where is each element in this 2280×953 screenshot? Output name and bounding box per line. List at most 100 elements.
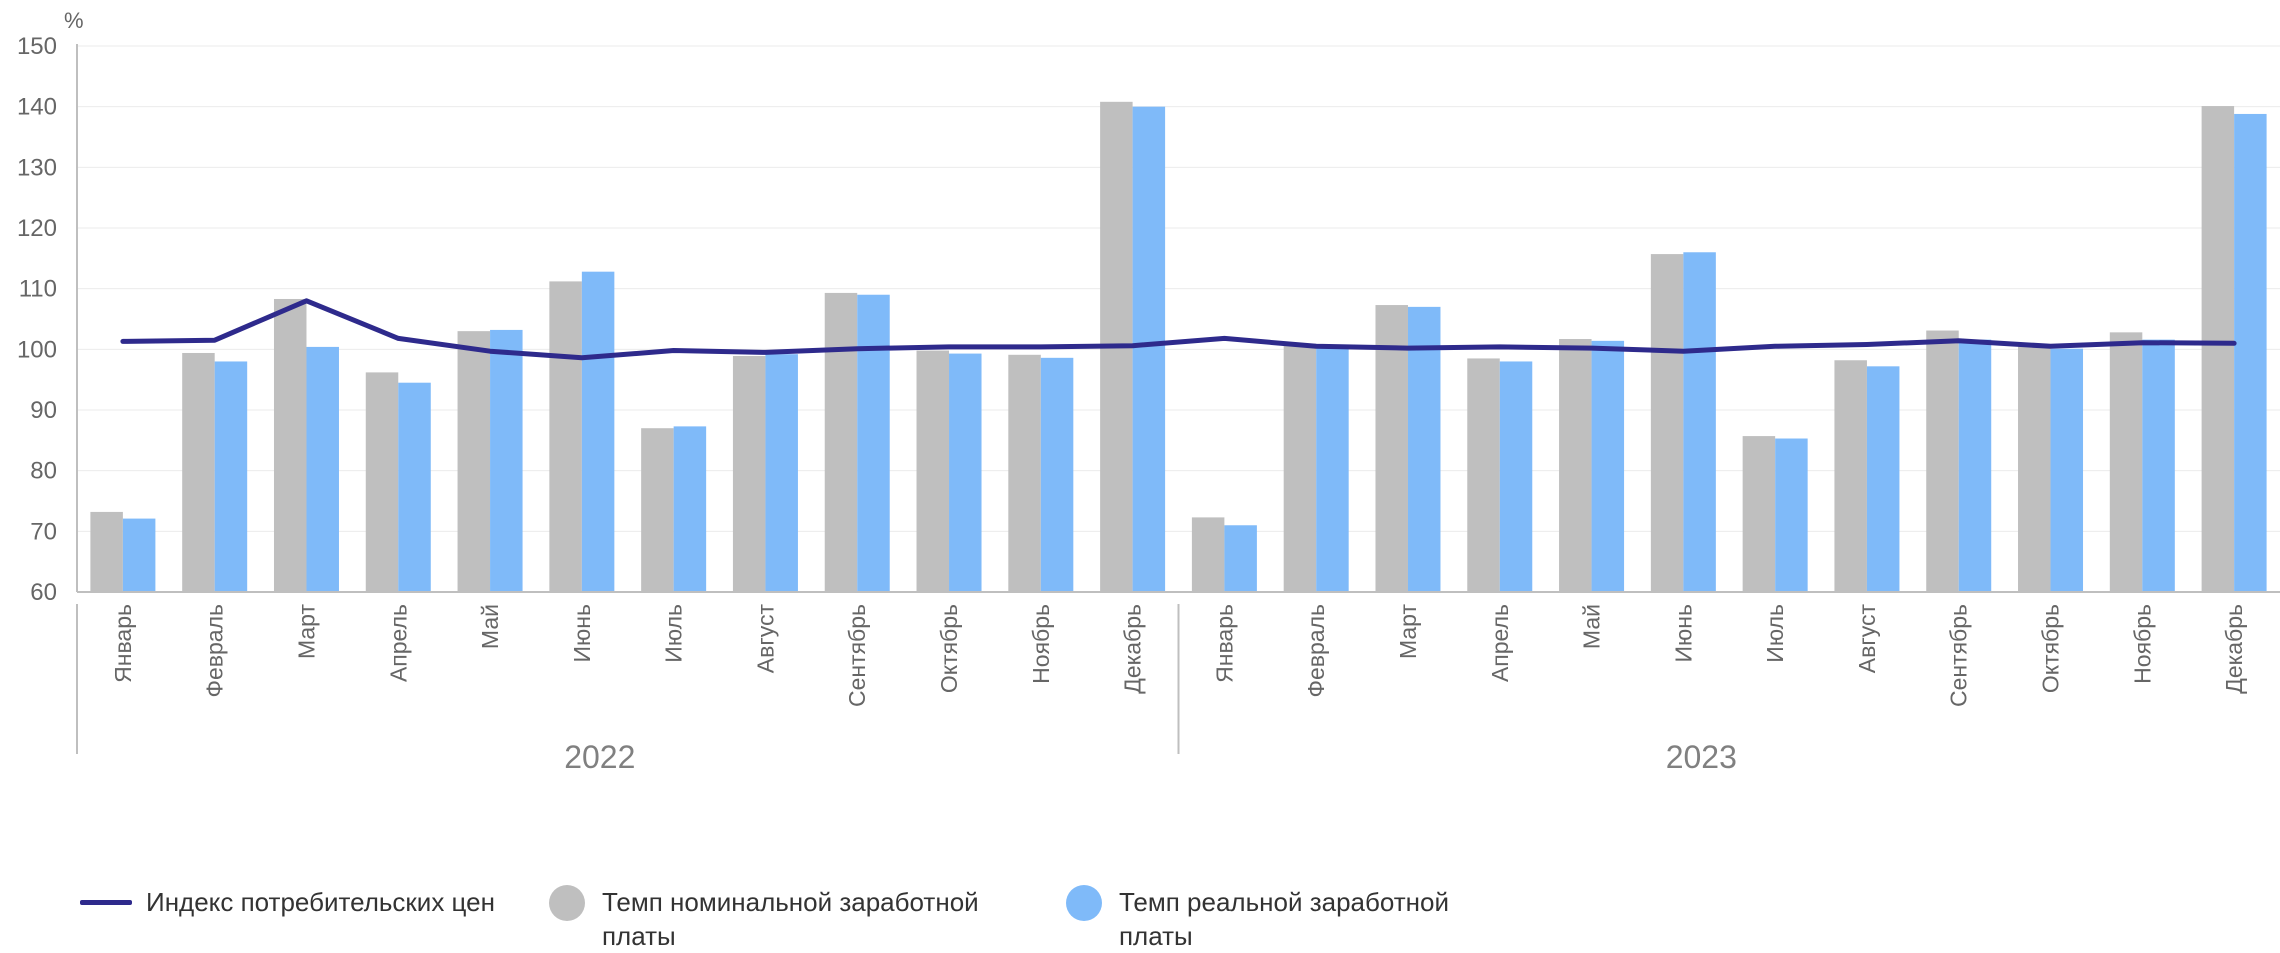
bar-nominal	[457, 331, 491, 592]
bar-real	[1040, 357, 1074, 592]
x-tick-label: Сентябрь	[1946, 604, 1972, 707]
bar-nominal	[916, 350, 950, 592]
y-tick-label: 120	[17, 215, 57, 242]
y-tick-label: 70	[30, 518, 57, 545]
bar-real	[306, 346, 339, 592]
x-tick-label: Апрель	[385, 604, 411, 682]
x-tick-label: Февраль	[1303, 604, 1329, 697]
bar-real	[581, 271, 615, 592]
x-tick-label: Март	[1395, 604, 1421, 659]
group-label: 2022	[564, 739, 635, 775]
x-tick-label: Август	[752, 604, 778, 674]
x-tick-label: Январь	[1211, 604, 1237, 683]
bar-nominal	[1375, 305, 1408, 592]
legend-line-swatch	[80, 900, 132, 905]
bar-real	[1407, 306, 1441, 592]
bar-real	[1866, 366, 1900, 592]
bar-real	[1775, 438, 1808, 592]
legend: Индекс потребительских цен Темп номиналь…	[80, 885, 1581, 953]
bar-real	[398, 382, 431, 592]
grid-layer	[77, 45, 2280, 532]
bar-nominal	[732, 356, 766, 592]
y-tick-label: 80	[30, 458, 57, 485]
x-tick-label: Сентябрь	[844, 604, 870, 707]
group-label: 2023	[1666, 739, 1737, 775]
legend-label-nominal-wage: Темп номинальной заработной платы	[601, 887, 979, 951]
bar-nominal	[182, 352, 215, 592]
bar-nominal	[273, 298, 307, 592]
bar-nominal	[2018, 346, 2051, 592]
bar-real	[1683, 252, 1716, 592]
bar-real	[1591, 340, 1625, 592]
bar-real	[122, 518, 156, 592]
x-tick-label: Октябрь	[936, 604, 962, 693]
bar-real	[214, 361, 248, 592]
bar-nominal	[365, 372, 399, 592]
bar-nominal	[1650, 254, 1684, 592]
y-unit-label: %	[64, 8, 84, 33]
bar-nominal	[2201, 106, 2235, 592]
bar-real	[765, 354, 798, 592]
y-tick-label: 60	[30, 579, 57, 606]
bar-nominal	[90, 511, 123, 592]
y-tick-label: 140	[17, 94, 57, 121]
bar-real	[490, 329, 523, 592]
axis-layer: 60 70 80 90 100 110 120 130 140 150 Январь Февраль М…	[17, 33, 2280, 775]
y-tick-label: 100	[17, 336, 57, 363]
legend-dot-swatch	[1065, 885, 1102, 921]
x-tick-label: Апрель	[1487, 604, 1513, 682]
x-tick-label: Июль	[1762, 604, 1788, 663]
bar-real	[1316, 346, 1349, 592]
bar-real	[857, 294, 890, 592]
bar-layer	[90, 101, 2267, 593]
bar-real	[1132, 106, 1166, 593]
y-tick-label: 150	[17, 33, 57, 60]
x-tick-label: Май	[477, 604, 503, 649]
bar-nominal	[1008, 354, 1041, 592]
cpi-line	[120, 298, 2237, 361]
legend-item-nominal-wage[interactable]: Темп номинальной заработной платы	[547, 885, 1012, 953]
bar-nominal	[549, 281, 582, 592]
bar-real	[2234, 113, 2267, 593]
bar-real	[1224, 525, 1257, 592]
bar-nominal	[1742, 436, 1776, 592]
x-tick-label: Декабрь	[2221, 604, 2247, 694]
x-tick-label: Июль	[661, 604, 687, 663]
bar-nominal	[824, 292, 858, 592]
x-tick-label: Июнь	[1670, 604, 1696, 662]
bar-nominal	[1467, 358, 1500, 592]
legend-dot-swatch	[548, 885, 585, 921]
y-tick-label: 130	[17, 154, 57, 181]
legend-item-real-wage[interactable]: Темп реальной заработной платы	[1064, 885, 1529, 953]
legend-label-cpi: Индекс потребительских цен	[146, 887, 495, 917]
bar-nominal	[2109, 332, 2143, 592]
x-tick-label: Декабрь	[1120, 604, 1146, 694]
bar-nominal	[1926, 330, 1959, 592]
legend-item-cpi[interactable]: Индекс потребительских цен	[80, 885, 495, 919]
bar-nominal	[1834, 360, 1867, 592]
x-tick-label: Октябрь	[2038, 604, 2064, 693]
y-tick-label: 90	[30, 397, 57, 424]
x-tick-label: Август	[1854, 604, 1880, 674]
bar-real	[2050, 348, 2084, 592]
x-tick-label: Март	[294, 604, 320, 659]
bar-real	[1499, 361, 1533, 592]
bar-nominal	[1559, 339, 1592, 592]
x-tick-label: Ноябрь	[1028, 604, 1054, 684]
x-tick-label: Январь	[110, 604, 136, 683]
bar-real	[949, 353, 982, 592]
line-layer	[120, 298, 2237, 361]
bar-nominal	[641, 428, 674, 592]
x-tick-label: Июнь	[569, 604, 595, 662]
x-tick-label: Ноябрь	[2129, 604, 2155, 684]
bar-real	[1958, 339, 1992, 592]
bar-real	[2142, 339, 2175, 592]
chart-svg: 60 70 80 90 100 110 120 130 140 150 Январь Февраль М…	[17, 8, 2280, 775]
bar-nominal	[1191, 517, 1225, 592]
bar-nominal	[1283, 343, 1317, 592]
bar-real	[673, 426, 707, 592]
legend-label-real-wage: Темп реальной заработной платы	[1118, 887, 1450, 951]
x-tick-label: Май	[1579, 604, 1605, 649]
x-tick-label: Февраль	[202, 604, 228, 697]
